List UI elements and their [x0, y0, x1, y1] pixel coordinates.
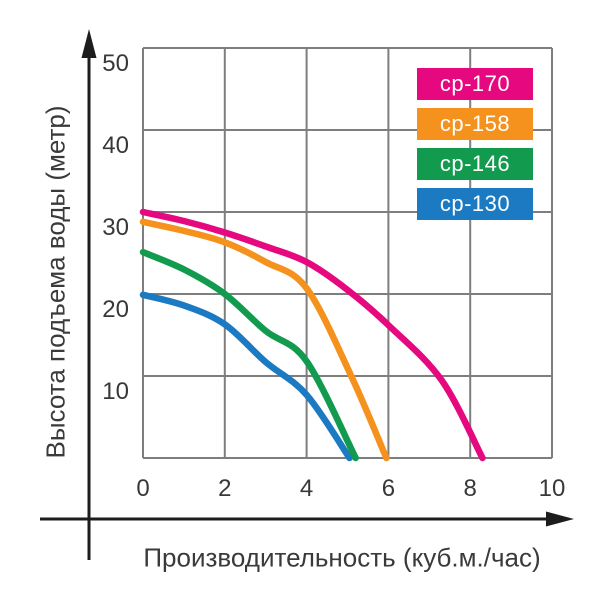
- curve--146: [139, 248, 359, 462]
- y-tick-label: 50: [102, 50, 129, 77]
- curve--130: [139, 291, 353, 462]
- legend-item--158: ср-158: [417, 108, 533, 140]
- x-tick-label: 6: [381, 475, 396, 502]
- y-axis-arrow-icon: [81, 29, 97, 58]
- x-tick-label: 10: [538, 475, 566, 502]
- y-tick-label: 30: [102, 214, 129, 241]
- y-axis-title: Высота подъема воды (метр): [40, 105, 71, 459]
- curve--170: [139, 208, 486, 462]
- pump-curves: [139, 208, 486, 462]
- grid-lines: [142, 47, 553, 459]
- y-tick-label: 40: [102, 132, 129, 159]
- legend-item--146: ср-146: [417, 148, 533, 180]
- axes: [40, 29, 574, 560]
- legend-item--170: ср-170: [417, 68, 533, 100]
- legend-item--130: ср-130: [417, 188, 533, 220]
- y-tick-label: 10: [102, 378, 129, 405]
- x-axis-arrow-icon: [546, 511, 574, 527]
- legend: ср-170 ср-158 ср-146 ср-130: [417, 68, 533, 228]
- x-axis-title: Производительность (куб.м./час): [143, 542, 541, 573]
- y-tick-label: 20: [102, 296, 129, 323]
- x-tick-label: 4: [299, 475, 314, 502]
- x-tick-label: 8: [463, 475, 477, 502]
- curve--158: [139, 218, 390, 462]
- x-tick-label: 0: [136, 475, 150, 502]
- x-tick-label: 2: [218, 475, 232, 502]
